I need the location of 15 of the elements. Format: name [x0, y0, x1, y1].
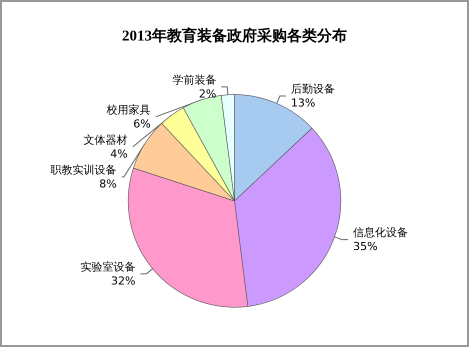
data-label: 8%: [99, 177, 117, 190]
data-label: 6%: [133, 117, 151, 130]
chart-title: 2013年教育装备政府采购各类分布: [122, 26, 347, 44]
slice-label: 后勤设备: [290, 82, 335, 96]
slice-label: 职教实训设备: [50, 163, 117, 176]
slice-label: 实验室设备: [80, 260, 136, 274]
data-label: 2%: [198, 87, 216, 100]
slice-label: 信息化设备: [353, 226, 408, 240]
data-label: 4%: [110, 147, 128, 160]
slice-label: 学前装备: [172, 73, 216, 86]
data-label: 13%: [290, 96, 316, 110]
data-label: 35%: [353, 240, 378, 254]
slice-label: 校用家具: [106, 103, 151, 116]
slice-label: 文体器材: [84, 133, 128, 146]
data-label: 32%: [110, 274, 136, 288]
